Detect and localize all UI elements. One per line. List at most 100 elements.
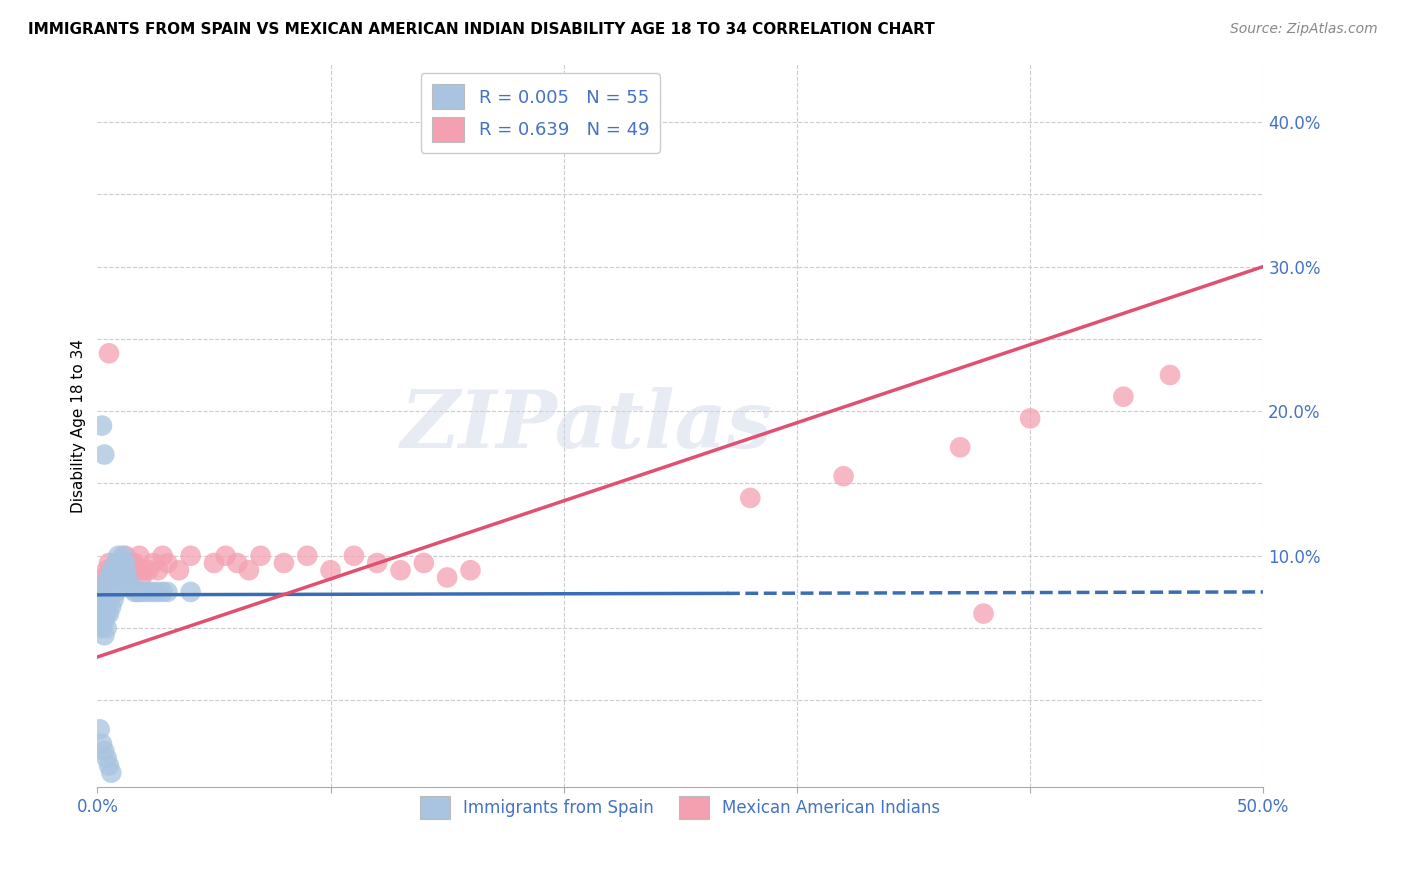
Point — [973, 607, 995, 621]
Point — [180, 549, 202, 563]
Point — [110, 570, 132, 584]
Point — [114, 549, 136, 563]
Point — [100, 599, 122, 614]
Point — [96, 592, 118, 607]
Point — [91, 737, 114, 751]
Point — [249, 549, 271, 563]
Point — [114, 556, 136, 570]
Point — [180, 585, 202, 599]
Point — [98, 577, 121, 591]
Text: IMMIGRANTS FROM SPAIN VS MEXICAN AMERICAN INDIAN DISABILITY AGE 18 TO 34 CORRELA: IMMIGRANTS FROM SPAIN VS MEXICAN AMERICA… — [28, 22, 935, 37]
Point — [91, 577, 114, 591]
Point — [100, 585, 122, 599]
Point — [105, 556, 128, 570]
Point — [124, 556, 146, 570]
Point — [110, 563, 132, 577]
Point — [100, 570, 122, 584]
Point — [146, 585, 169, 599]
Point — [93, 744, 115, 758]
Point — [740, 491, 762, 505]
Point — [138, 563, 160, 577]
Point — [832, 469, 855, 483]
Point — [103, 566, 125, 581]
Point — [121, 556, 143, 570]
Point — [100, 765, 122, 780]
Point — [93, 614, 115, 628]
Point — [949, 440, 972, 454]
Point — [89, 585, 111, 599]
Point — [107, 570, 129, 584]
Y-axis label: Disability Age 18 to 34: Disability Age 18 to 34 — [72, 339, 86, 513]
Point — [103, 592, 125, 607]
Point — [125, 585, 148, 599]
Point — [319, 563, 342, 577]
Point — [103, 577, 125, 591]
Point — [93, 599, 115, 614]
Point — [98, 570, 121, 584]
Point — [214, 549, 236, 563]
Point — [142, 585, 165, 599]
Point — [89, 599, 111, 614]
Point — [131, 570, 153, 584]
Point — [142, 556, 165, 570]
Point — [117, 570, 139, 584]
Point — [343, 549, 366, 563]
Point — [238, 563, 260, 577]
Point — [128, 585, 150, 599]
Point — [111, 556, 134, 570]
Point — [366, 556, 388, 570]
Point — [152, 585, 174, 599]
Point — [93, 628, 115, 642]
Point — [98, 592, 121, 607]
Point — [107, 549, 129, 563]
Point — [98, 607, 121, 621]
Point — [93, 585, 115, 599]
Point — [152, 549, 174, 563]
Point — [98, 346, 121, 360]
Point — [118, 577, 141, 591]
Point — [125, 563, 148, 577]
Point — [132, 585, 155, 599]
Point — [202, 556, 225, 570]
Point — [118, 563, 141, 577]
Point — [412, 556, 434, 570]
Point — [89, 614, 111, 628]
Point — [117, 556, 139, 570]
Point — [121, 581, 143, 595]
Point — [96, 563, 118, 577]
Point — [132, 563, 155, 577]
Point — [91, 418, 114, 433]
Point — [273, 556, 295, 570]
Point — [98, 556, 121, 570]
Point — [105, 556, 128, 570]
Point — [389, 563, 412, 577]
Point — [124, 585, 146, 599]
Point — [1112, 390, 1135, 404]
Point — [105, 585, 128, 599]
Point — [100, 563, 122, 577]
Point — [111, 549, 134, 563]
Point — [156, 585, 179, 599]
Text: ZIPatlas: ZIPatlas — [401, 387, 773, 465]
Point — [138, 585, 160, 599]
Point — [226, 556, 249, 570]
Text: Source: ZipAtlas.com: Source: ZipAtlas.com — [1230, 22, 1378, 37]
Point — [91, 592, 114, 607]
Point — [96, 751, 118, 765]
Point — [1159, 368, 1181, 382]
Point — [111, 556, 134, 570]
Point — [91, 577, 114, 591]
Point — [297, 549, 319, 563]
Point — [96, 621, 118, 635]
Point — [460, 563, 482, 577]
Legend: Immigrants from Spain, Mexican American Indians: Immigrants from Spain, Mexican American … — [413, 789, 948, 826]
Point — [436, 570, 458, 584]
Point — [110, 563, 132, 577]
Point — [128, 549, 150, 563]
Point — [107, 577, 129, 591]
Point — [167, 563, 190, 577]
Point — [103, 563, 125, 577]
Point — [98, 758, 121, 772]
Point — [93, 570, 115, 584]
Point — [114, 563, 136, 577]
